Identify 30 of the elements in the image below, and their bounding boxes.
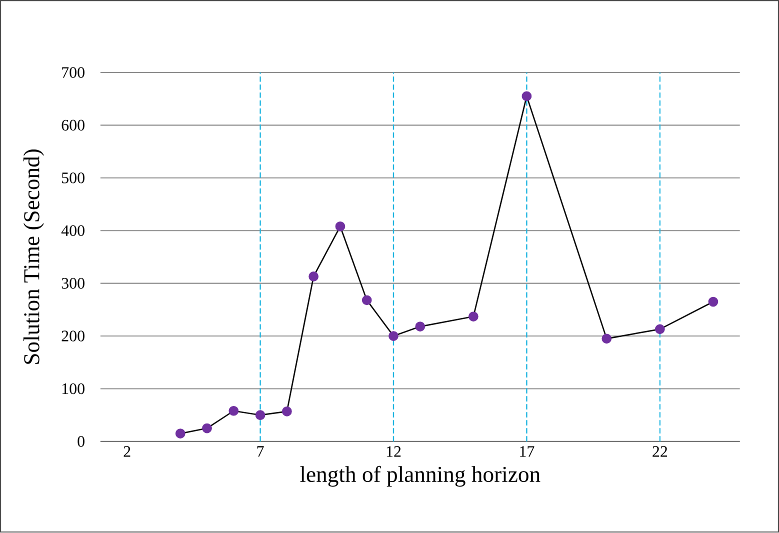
point xyxy=(282,406,292,417)
x-axis-title: length of planning horizon xyxy=(300,466,540,487)
x-tick-label: 22 xyxy=(652,446,668,457)
point xyxy=(602,334,612,344)
y-axis-title: Solution Time (Second) xyxy=(23,150,44,364)
point xyxy=(255,410,266,420)
y-tick-label: 700 xyxy=(62,67,84,78)
point xyxy=(308,272,318,282)
point xyxy=(522,91,532,102)
point xyxy=(654,324,665,334)
point xyxy=(415,322,426,332)
point xyxy=(228,406,239,416)
point xyxy=(202,424,212,434)
point xyxy=(388,331,398,342)
point xyxy=(175,428,186,439)
x-tick-label: 12 xyxy=(386,446,401,457)
y-tick-label: 100 xyxy=(62,384,84,394)
y-tick-label: 0 xyxy=(78,436,84,448)
point xyxy=(335,222,346,232)
x-tick-label: 7 xyxy=(257,446,264,457)
y-tick-label: 400 xyxy=(61,225,84,236)
point xyxy=(708,297,718,307)
y-tick-label: 300 xyxy=(62,278,84,289)
point xyxy=(362,295,372,306)
y-tick-label: 200 xyxy=(62,330,84,342)
x-tick-label: 2 xyxy=(124,446,130,457)
y-tick-label: 500 xyxy=(62,172,84,184)
y-tick-label: 600 xyxy=(62,120,84,131)
x-tick-label: 17 xyxy=(520,446,534,457)
point xyxy=(468,312,478,322)
